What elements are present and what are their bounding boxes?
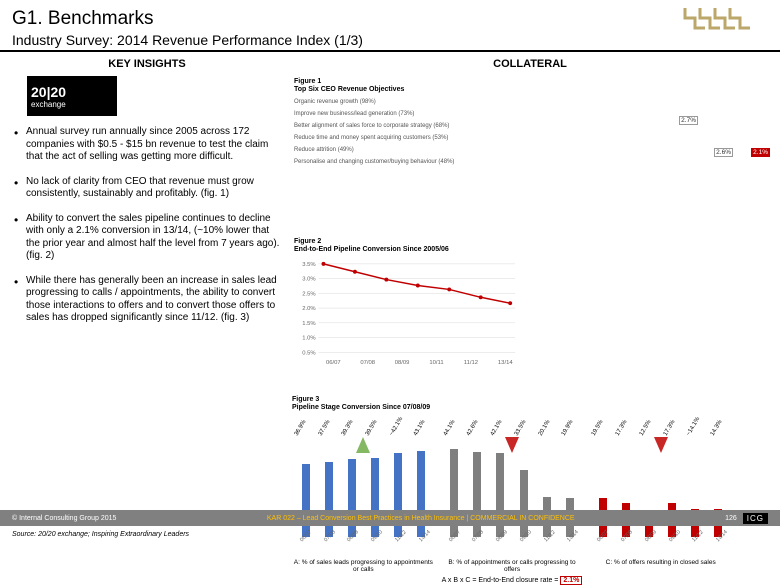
fig3-footnote: A x B x C = End-to-End closure rate = 2.… (292, 577, 732, 584)
svg-text:13/14: 13/14 (498, 360, 513, 366)
figure-2: Figure 2 End-to-End Pipeline Conversion … (292, 236, 522, 396)
arrow-down-icon (654, 437, 668, 453)
key-insights-header: KEY INSIGHTS (12, 58, 282, 70)
figure-1: Figure 1 Top Six CEO Revenue Objectives … (292, 76, 492, 236)
svg-text:10/11: 10/11 (429, 360, 443, 366)
fig1-item: Reduce attrition (49%) (294, 147, 490, 153)
fig1-item: Personalise and changing customer/buying… (294, 159, 490, 165)
fig3-panel-label: B: % of appointments or calls progressin… (441, 559, 584, 573)
fig3-panel-label: A: % of sales leads progressing to appoi… (292, 559, 435, 573)
fig3-number: Figure 3 (292, 396, 732, 404)
figure-3: Figure 3 Pipeline Stage Conversion Since… (292, 396, 732, 586)
svg-text:1.0%: 1.0% (302, 336, 316, 342)
svg-text:08/09: 08/09 (395, 360, 410, 366)
fig2-line-chart: 3.5% 3.0% 2.5% 2.0% 1.5% 1.0% 0.5% 06/07… (294, 253, 520, 373)
slide-title: G1. Benchmarks (12, 8, 768, 30)
fig1-item: Better alignment of sales force to corpo… (294, 123, 490, 129)
svg-text:07/08: 07/08 (360, 360, 375, 366)
fig2-number: Figure 2 (294, 238, 520, 246)
svg-text:3.0%: 3.0% (302, 277, 316, 283)
svg-text:3.5%: 3.5% (302, 262, 316, 268)
arrow-down-icon (505, 437, 519, 453)
bullet-item: While there has generally been an increa… (12, 275, 282, 325)
fig1-title: Top Six CEO Revenue Objectives (294, 86, 490, 94)
bullet-item: Annual survey run annually since 2005 ac… (12, 126, 282, 164)
fig3-panel: 19.5%17.3%12.5%17.3%~14.1%14.3%06/0707/0… (589, 415, 732, 573)
svg-text:0.5%: 0.5% (302, 351, 316, 357)
fig1-items: Organic revenue growth (98%) Improve new… (294, 99, 490, 165)
svg-text:1.5%: 1.5% (302, 321, 316, 327)
fig3-panel: 44.1%42.6%42.1%33.5%20.1%19.9%06/0707/08… (441, 415, 584, 573)
slide-header: G1. Benchmarks Industry Survey: 2014 Rev… (0, 0, 780, 52)
fig2-annot-final: 2.1% (751, 148, 770, 157)
footer-copyright: © Internal Consulting Group 2015 (12, 515, 116, 522)
footer-bar: © Internal Consulting Group 2015 KAR 022… (0, 510, 780, 526)
bullet-item: Ability to convert the sales pipeline co… (12, 213, 282, 263)
fig3-panel: 36.9%37.5%39.3%39.5%~42.1%43.1%06/0707/0… (292, 415, 435, 573)
fig2-annot: 2.7% (679, 116, 698, 125)
svg-text:06/07: 06/07 (326, 360, 341, 366)
svg-text:2.5%: 2.5% (302, 292, 316, 298)
fig2-annot: 2.6% (714, 148, 733, 157)
exchange-logo: 20|20 exchange (27, 76, 117, 116)
fig2-title: End-to-End Pipeline Conversion Since 200… (294, 246, 520, 254)
icg-logo: ICG (743, 513, 768, 524)
fig3-title: Pipeline Stage Conversion Since 07/08/09 (292, 404, 732, 412)
bullet-item: No lack of clarity from CEO that revenue… (12, 176, 282, 201)
page-number: 126 (725, 515, 737, 522)
fig1-item: Improve new business/lead generation (73… (294, 111, 490, 117)
fig1-item: Organic revenue growth (98%) (294, 99, 490, 105)
footer-doc-title: KAR 022 – Lead Conversion Best Practices… (267, 515, 575, 522)
svg-text:11/12: 11/12 (464, 360, 478, 366)
slide-subtitle: Industry Survey: 2014 Revenue Performanc… (12, 32, 768, 48)
main-content: KEY INSIGHTS 20|20 exchange Annual surve… (0, 52, 780, 462)
svg-text:2.0%: 2.0% (302, 306, 316, 312)
collateral-column: COLLATERAL Figure 1 Top Six CEO Revenue … (292, 58, 768, 456)
collateral-header: COLLATERAL (292, 58, 768, 70)
header-logo-icon (680, 6, 760, 41)
key-insights-column: KEY INSIGHTS 20|20 exchange Annual surve… (12, 58, 292, 456)
fig1-item: Reduce time and money spent acquiring cu… (294, 135, 490, 141)
charts-area: Figure 1 Top Six CEO Revenue Objectives … (292, 76, 768, 456)
source-line: Source: 20/20 exchange; Inspiring Extrao… (12, 531, 189, 538)
insights-list: Annual survey run annually since 2005 ac… (12, 126, 282, 325)
fig1-number: Figure 1 (294, 78, 490, 86)
arrow-up-icon (356, 437, 370, 453)
fig3-panel-label: C: % of offers resulting in closed sales (589, 559, 732, 566)
